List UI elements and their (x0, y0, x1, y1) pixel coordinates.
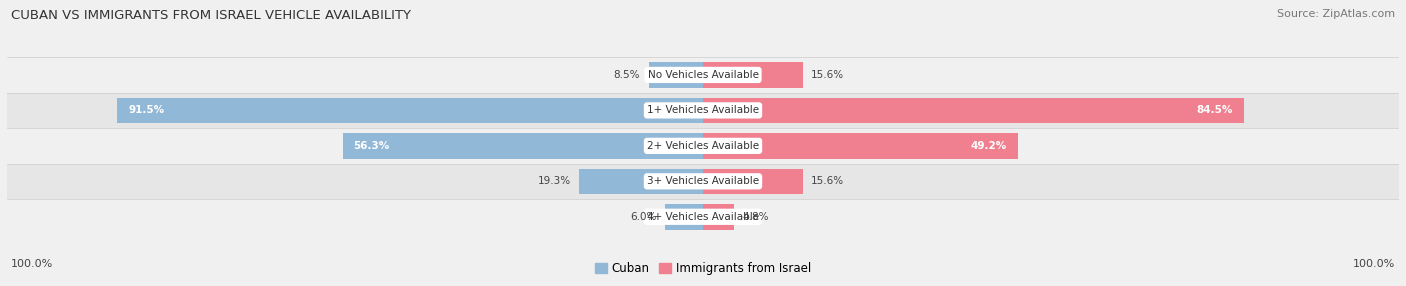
Bar (7, 128, 1399, 164)
Text: 4.8%: 4.8% (742, 212, 769, 222)
Bar (665, 204, 703, 230)
Bar (579, 168, 703, 194)
Text: 2+ Vehicles Available: 2+ Vehicles Available (647, 141, 759, 151)
Text: 15.6%: 15.6% (811, 176, 845, 186)
Bar (117, 98, 703, 123)
Bar (703, 98, 1244, 123)
Text: 15.6%: 15.6% (811, 70, 845, 80)
Text: 100.0%: 100.0% (1353, 259, 1395, 269)
Bar (343, 133, 703, 159)
Bar (7, 199, 1399, 235)
Text: 91.5%: 91.5% (128, 106, 165, 115)
Text: 100.0%: 100.0% (11, 259, 53, 269)
Text: 3+ Vehicles Available: 3+ Vehicles Available (647, 176, 759, 186)
Legend: Cuban, Immigrants from Israel: Cuban, Immigrants from Israel (591, 258, 815, 280)
Text: CUBAN VS IMMIGRANTS FROM ISRAEL VEHICLE AVAILABILITY: CUBAN VS IMMIGRANTS FROM ISRAEL VEHICLE … (11, 9, 411, 21)
Bar (703, 62, 803, 88)
Bar (7, 57, 1399, 93)
Text: 8.5%: 8.5% (614, 70, 640, 80)
Bar (7, 93, 1399, 128)
Text: 49.2%: 49.2% (970, 141, 1007, 151)
Text: 6.0%: 6.0% (630, 212, 657, 222)
Text: 1+ Vehicles Available: 1+ Vehicles Available (647, 106, 759, 115)
Bar (7, 164, 1399, 199)
Text: 56.3%: 56.3% (354, 141, 389, 151)
Bar (703, 204, 734, 230)
Bar (703, 168, 803, 194)
Text: 4+ Vehicles Available: 4+ Vehicles Available (647, 212, 759, 222)
Text: 19.3%: 19.3% (538, 176, 571, 186)
Bar (703, 133, 1018, 159)
Text: No Vehicles Available: No Vehicles Available (648, 70, 758, 80)
Bar (648, 62, 703, 88)
Text: 84.5%: 84.5% (1197, 106, 1233, 115)
Text: Source: ZipAtlas.com: Source: ZipAtlas.com (1277, 9, 1395, 19)
